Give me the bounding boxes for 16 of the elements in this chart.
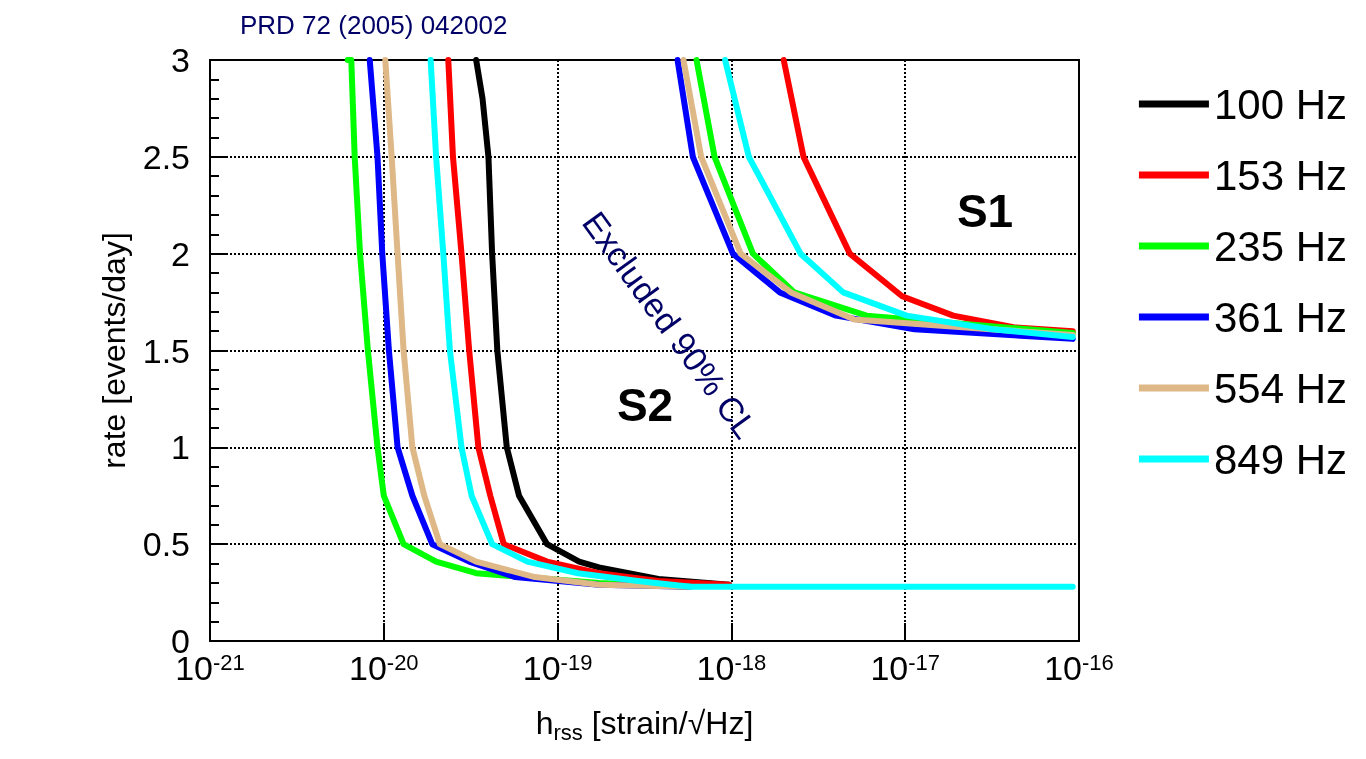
y-tick-label: 0.5 bbox=[142, 525, 190, 564]
text: PRD 72 (2005) 042002 bbox=[240, 10, 508, 40]
y-tick-label: 1.5 bbox=[142, 331, 190, 370]
legend-label: 100 Hz bbox=[1213, 80, 1347, 128]
y-tick-label: 1 bbox=[171, 428, 190, 467]
legend-label: 554 Hz bbox=[1213, 364, 1347, 412]
y-tick-label: 3 bbox=[171, 41, 190, 79]
annotation: S2 bbox=[616, 379, 674, 431]
legend-label: 153 Hz bbox=[1213, 151, 1347, 199]
legend-label: 235 Hz bbox=[1213, 222, 1347, 270]
y-tick-label: 2.5 bbox=[142, 137, 190, 176]
legend-label: 361 Hz bbox=[1213, 293, 1347, 341]
annotation: S1 bbox=[956, 185, 1014, 237]
y-axis-title: rate [events/day] bbox=[96, 232, 132, 469]
y-tick-label: 2 bbox=[171, 234, 190, 273]
legend-label: 849 Hz bbox=[1213, 435, 1347, 483]
